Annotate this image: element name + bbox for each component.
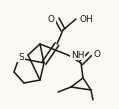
Text: S: S <box>18 53 24 61</box>
Text: O: O <box>93 49 100 59</box>
Text: OH: OH <box>79 14 93 24</box>
Text: O: O <box>48 14 55 24</box>
Text: NH: NH <box>71 50 84 60</box>
